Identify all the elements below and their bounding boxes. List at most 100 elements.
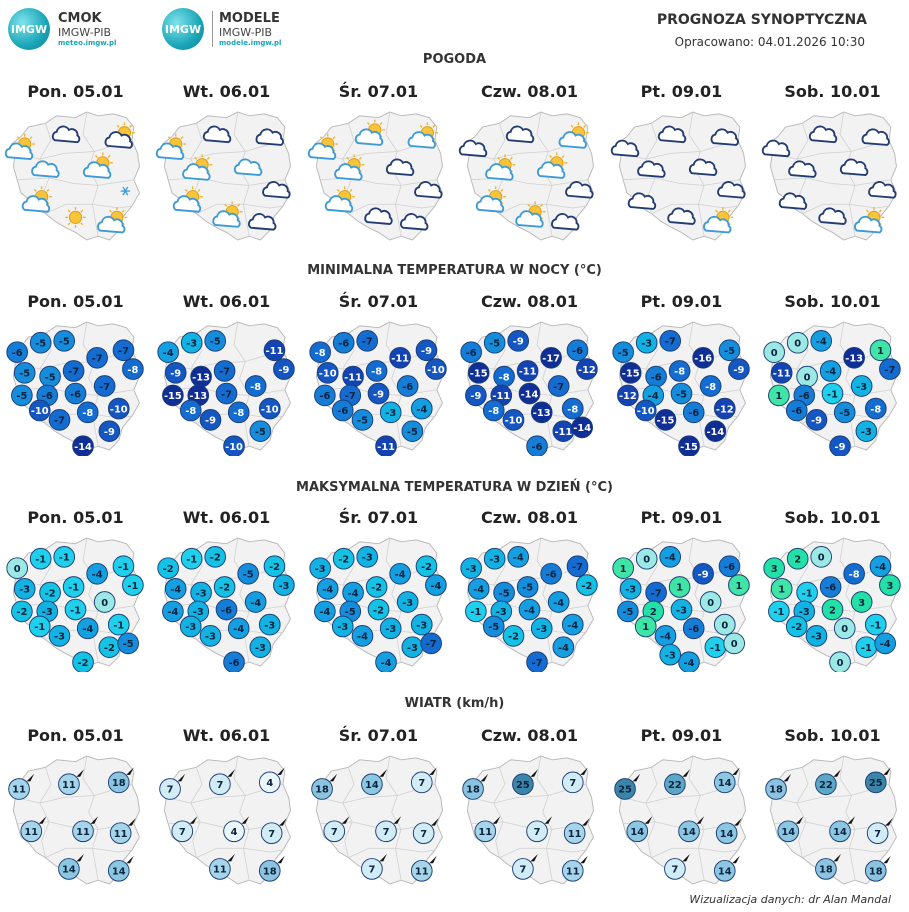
wind-speed-value: 7 [383,827,390,838]
temperature-value: -6 [338,338,349,349]
temperature-value: -3 [337,622,348,633]
day-label: Wt. 06.01 [182,726,271,745]
wind-direction-arrow [393,816,402,824]
temperature-marker: -3 [379,401,402,424]
temperature-marker: -5 [351,409,374,431]
logo-url[interactable]: modele.imgw.pl [219,39,282,47]
day-label: Wt. 06.01 [182,508,271,527]
temperature-marker: 0 [786,331,809,354]
temperature-marker: -9 [199,409,222,431]
temperature-value: -2 [163,564,174,575]
wind-marker: 18 [258,855,285,882]
temperature-value: -3 [186,338,197,349]
temperature-value: -8 [127,365,138,376]
voivodeship-border [196,203,284,214]
cmok-logo[interactable]: IMGW CMOK IMGW-PIB meteo.imgw.pl [8,8,116,50]
day-label: Czw. 08.01 [480,82,579,101]
temperature-value: -4 [567,620,578,631]
temperature-marker: -4 [410,397,433,420]
temperature-marker: 1 [612,557,634,579]
temperature-marker: -15 [162,384,184,407]
temperature-value: -3 [19,585,30,596]
temperature-value: -3 [665,650,676,661]
temperature-value: -1 [870,620,881,631]
temperature-value: -9 [170,369,181,380]
temperature-marker: -12 [713,397,736,420]
voivodeship-border [342,767,355,858]
temperature-marker: -14 [571,416,594,439]
temperature-value: -6 [572,346,583,357]
section-title-tmin: MINIMALNA TEMPERATURA W NOCY (°C) [307,263,602,278]
cloud-dark-icon [818,207,847,225]
temperature-value: -6 [799,391,810,402]
temperature-marker: -4 [375,651,397,674]
day-label: Pt. 09.01 [640,82,723,101]
temperature-value: -3 [466,564,477,575]
temperature-value: -9 [373,389,384,400]
temperature-value: -4 [250,598,261,609]
cloud-dark-icon [667,207,696,225]
temperature-value: -9 [205,416,216,427]
temperature-value: -9 [421,346,432,357]
wind-direction-arrow [341,816,350,824]
temperature-marker: -4 [678,651,700,674]
temperature-marker: -1 [821,382,844,405]
temperature-value: -3 [42,607,53,618]
temperature-marker: -2 [98,636,121,658]
wind-marker: 7 [866,818,893,844]
temperature-value: -5 [618,348,629,359]
temperature-value: -6 [532,442,543,453]
temperature-marker: -6 [332,331,355,354]
temperature-marker: -4 [389,562,411,585]
wind-marker: 7 [171,816,198,843]
temperature-value: -15 [680,442,698,453]
wind-direction-arrow [530,853,538,862]
voivodeship-border [772,139,890,160]
temperature-value: -2 [508,632,519,643]
temperature-marker: -8 [493,365,515,388]
temperature-marker: -3 [635,331,658,354]
temperature-marker: -8 [179,399,202,422]
temperature-value: -10 [110,404,128,415]
temperature-marker: -6 [64,382,87,405]
temperature-value: -4 [473,585,484,596]
temperature-value: -8 [185,406,196,417]
temperature-marker: -3 [483,547,506,570]
temperature-value: -6 [319,391,330,402]
temperature-marker: -2 [39,581,61,604]
wind-speed-value: 4 [231,827,238,838]
temperature-value: -3 [496,607,507,618]
cloud-dark-icon [610,139,640,158]
wind-marker: 11 [72,816,99,843]
temperature-value: -4 [92,570,103,581]
temperature-marker: -4 [507,546,530,568]
temperature-value: -5 [407,427,418,438]
temperature-value: -8 [82,408,93,419]
temperature-marker: -3 [309,557,331,579]
temperature-marker: 1 [869,339,892,362]
temperature-marker: -4 [547,591,570,613]
wind-direction-arrow [379,769,387,777]
wind-direction-arrow [128,818,136,826]
wind-marker: 11 [410,855,437,882]
voivodeship-border [499,847,587,858]
temperature-marker: 0 [763,341,785,363]
temperature-marker: -15 [654,409,677,431]
temperature-marker: -4 [164,578,187,600]
wind-speed-value: 11 [62,780,76,791]
temperature-value: -3 [402,598,413,609]
modele-logo[interactable]: IMGW MODELE IMGW-PIB modele.imgw.pl [162,8,281,50]
temperature-value: -7 [92,354,103,365]
weather-map [458,111,594,241]
temperature-value: -3 [193,607,204,618]
temperature-value: -3 [185,622,196,633]
temperature-value: -8 [315,348,326,359]
day-label: Wt. 06.01 [182,82,271,101]
logo-url[interactable]: meteo.imgw.pl [58,39,117,47]
section-title-wind: WIATR (km/h) [404,696,505,711]
temperature-value: -3 [255,643,266,654]
sun-cloud-icon [97,207,128,234]
voivodeship-border [469,139,587,160]
wind-marker: 18 [765,773,792,800]
temperature-value: -3 [856,382,867,393]
